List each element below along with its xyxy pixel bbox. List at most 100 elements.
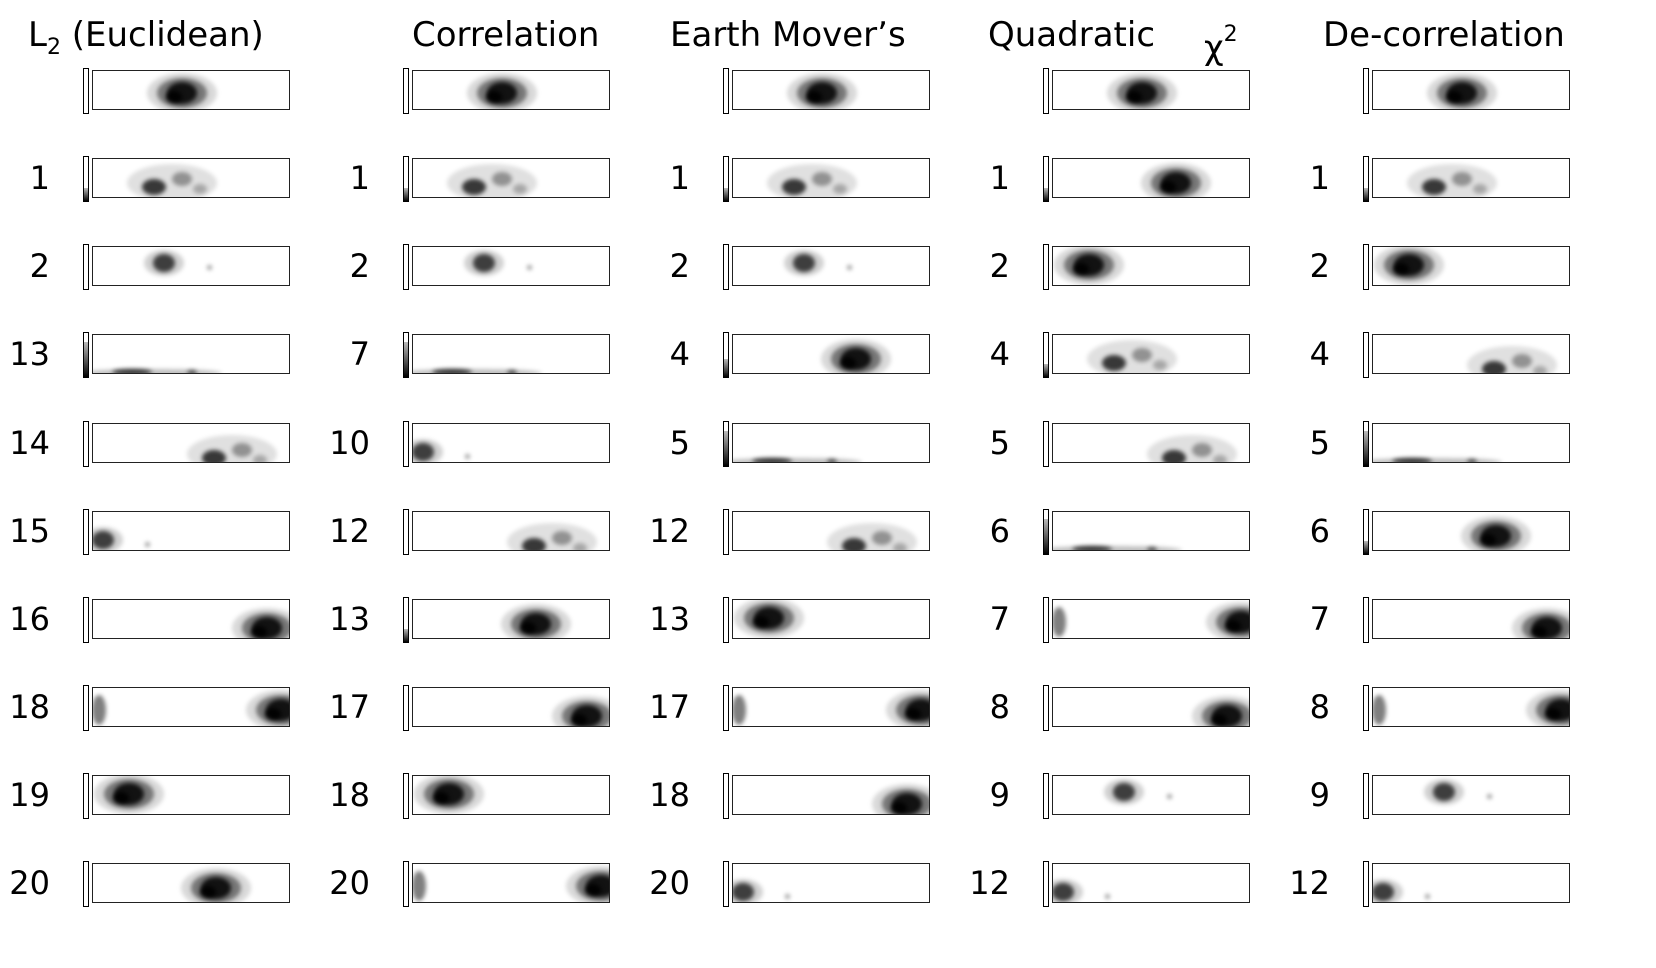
histogram-blob — [413, 871, 426, 901]
scale-bar — [403, 156, 409, 202]
histogram-panel — [1052, 775, 1250, 815]
histogram-panel — [412, 158, 610, 198]
rank-label: 17 — [329, 688, 370, 726]
histogram-panel — [92, 599, 290, 639]
histogram-blob — [1191, 443, 1212, 457]
histogram-blob — [252, 455, 267, 462]
histogram-blob — [142, 179, 167, 195]
rank-label: 6 — [989, 512, 1010, 550]
histogram-blob — [1545, 708, 1562, 720]
histogram-panel — [412, 687, 610, 727]
rank-label: 20 — [649, 864, 690, 902]
histogram-panel — [732, 246, 930, 286]
rank-label: 2 — [1309, 247, 1330, 285]
histogram-blob — [1102, 355, 1127, 371]
histogram-panel — [1372, 687, 1570, 727]
scale-bar — [723, 68, 729, 114]
scale-bar — [1363, 861, 1369, 907]
column-title: De-correlation — [1323, 15, 1565, 55]
scale-bar-fill — [404, 628, 408, 642]
histogram-panel — [732, 863, 930, 903]
histogram-blob — [812, 172, 833, 186]
rank-label: 7 — [989, 600, 1010, 638]
histogram-panel — [412, 423, 610, 463]
histogram-blob — [199, 886, 216, 898]
histogram-blob — [905, 708, 922, 720]
rank-label: 20 — [9, 864, 50, 902]
rank-label: 2 — [989, 247, 1010, 285]
histogram-blob — [1053, 546, 1183, 550]
histogram-panel — [1052, 511, 1250, 551]
histogram-blob — [833, 184, 848, 194]
histogram-panel — [412, 599, 610, 639]
scale-bar-fill — [404, 341, 408, 377]
histogram-blob — [551, 531, 572, 545]
scale-bar — [723, 773, 729, 819]
scale-bar — [403, 597, 409, 643]
histogram-blob — [827, 458, 838, 462]
rank-label: 1 — [1309, 159, 1330, 197]
scale-bar — [403, 421, 409, 467]
rank-label: 8 — [989, 688, 1010, 726]
rank-label: 1 — [29, 159, 50, 197]
histogram-blob — [1212, 455, 1227, 462]
scale-bar — [403, 244, 409, 290]
scale-bar — [1363, 597, 1369, 643]
histogram-blob — [733, 695, 746, 725]
histogram-panel — [1372, 511, 1570, 551]
histogram-panel — [732, 687, 930, 727]
scale-bar — [83, 509, 89, 555]
histogram-blob — [1105, 893, 1111, 899]
histogram-blob — [486, 91, 503, 103]
scale-bar-fill — [724, 430, 728, 466]
histogram-blob — [806, 91, 823, 103]
scale-bar-fill — [724, 187, 728, 201]
histogram-blob — [521, 538, 546, 550]
histogram-panel — [732, 334, 930, 374]
histogram-blob — [733, 458, 863, 462]
scale-bar — [723, 861, 729, 907]
histogram-blob — [793, 254, 816, 272]
histogram-panel — [1372, 246, 1570, 286]
histogram-blob — [1373, 883, 1394, 901]
histogram-blob — [413, 443, 434, 461]
histogram-panel — [92, 423, 290, 463]
scale-bar — [1363, 773, 1369, 819]
histogram-panel — [1052, 863, 1250, 903]
scale-bar — [403, 332, 409, 378]
histogram-panel — [732, 775, 930, 815]
rank-label: 4 — [989, 335, 1010, 373]
histogram-blob — [1053, 883, 1074, 901]
histogram-blob — [571, 714, 588, 726]
histogram-panel — [1052, 246, 1250, 286]
histogram-panel — [732, 70, 930, 110]
rank-label: 13 — [649, 600, 690, 638]
scale-bar — [1363, 685, 1369, 731]
rank-label: 5 — [989, 424, 1010, 462]
histogram-blob — [519, 622, 536, 634]
rank-label: 15 — [9, 512, 50, 550]
histogram-blob — [1072, 263, 1089, 275]
histogram-blob — [1211, 714, 1228, 726]
scale-bar — [1363, 244, 1369, 290]
histogram-panel — [92, 334, 290, 374]
scale-bar — [1043, 685, 1049, 731]
histogram-blob — [733, 883, 754, 901]
rank-label: 5 — [669, 424, 690, 462]
histogram-blob — [193, 184, 208, 194]
rank-label: 9 — [1309, 776, 1330, 814]
rank-label: 12 — [969, 864, 1010, 902]
rank-label: 2 — [29, 247, 50, 285]
scale-bar — [723, 332, 729, 378]
scale-bar — [83, 773, 89, 819]
histogram-blob — [153, 254, 176, 272]
histogram-blob — [1407, 164, 1498, 197]
histogram-panel — [1052, 70, 1250, 110]
histogram-blob — [892, 543, 907, 550]
scale-bar — [1363, 68, 1369, 114]
histogram-blob — [1087, 340, 1178, 373]
histogram-panel — [412, 246, 610, 286]
title-text: (Euclidean) — [60, 15, 264, 55]
histogram-blob — [1161, 450, 1186, 462]
histogram-blob — [145, 541, 151, 547]
